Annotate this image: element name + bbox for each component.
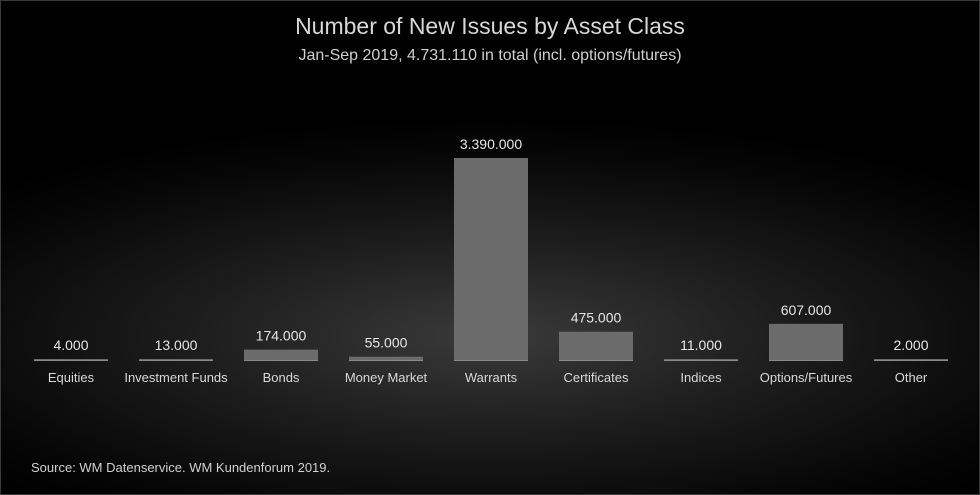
chart-subtitle: Jan-Sep 2019, 4.731.110 in total (incl. … <box>298 47 682 64</box>
source-note: Source: WM Datenservice. WM Kundenforum … <box>31 460 331 475</box>
bar-options-futures <box>769 323 843 360</box>
category-label-other: Other <box>895 370 928 385</box>
category-label-investment-funds: Investment Funds <box>124 370 228 385</box>
value-label-equities: 4.000 <box>53 337 88 353</box>
value-label-options-futures: 607.000 <box>781 302 832 318</box>
bar-equities <box>34 359 108 360</box>
value-label-certificates: 475.000 <box>571 310 622 326</box>
bar-money-market <box>349 356 423 360</box>
value-label-warrants: 3.390.000 <box>460 136 522 152</box>
category-label-bonds: Bonds <box>263 370 300 385</box>
bar-investment-funds <box>139 359 213 360</box>
category-label-options-futures: Options/Futures <box>760 370 853 385</box>
bar-warrants <box>454 158 528 360</box>
category-label-equities: Equities <box>48 370 95 385</box>
chart-title: Number of New Issues by Asset Class <box>295 13 685 39</box>
value-label-other: 2.000 <box>893 337 928 353</box>
bar-bonds <box>244 349 318 360</box>
category-label-certificates: Certificates <box>563 370 629 385</box>
bar-indices <box>664 359 738 360</box>
value-label-indices: 11.000 <box>680 337 722 353</box>
value-label-money-market: 55.000 <box>365 335 408 351</box>
category-label-warrants: Warrants <box>465 370 518 385</box>
value-label-investment-funds: 13.000 <box>155 337 198 353</box>
value-label-bonds: 174.000 <box>256 328 307 344</box>
category-label-money-market: Money Market <box>345 370 428 385</box>
bar-certificates <box>559 331 633 360</box>
bar-other <box>874 359 948 360</box>
category-label-indices: Indices <box>680 370 722 385</box>
